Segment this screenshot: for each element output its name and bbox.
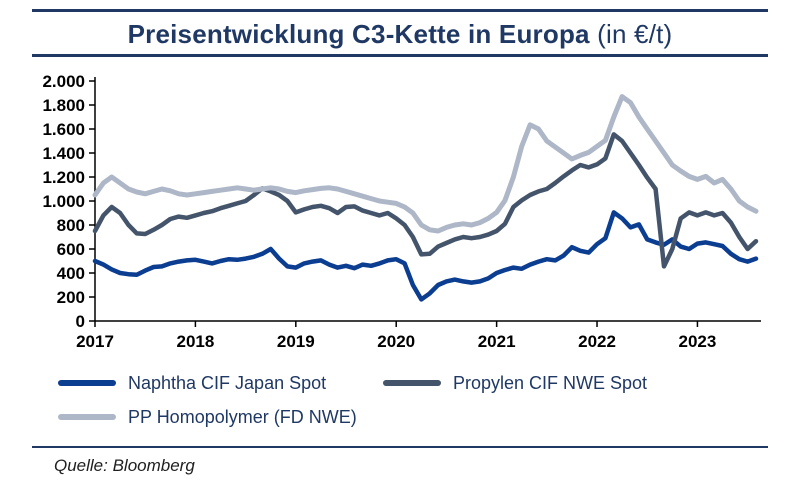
legend-row-2: PP Homopolymer (FD NWE): [58, 402, 800, 432]
svg-text:0: 0: [76, 312, 85, 331]
page-title-main: Preisentwicklung C3-Kette in Europa: [127, 19, 590, 49]
title-divider: [32, 54, 768, 57]
page-title-unit: (in €/t): [589, 19, 673, 49]
legend-label-naphtha: Naphtha CIF Japan Spot: [128, 372, 327, 393]
chart-svg: 0 200 400 600 800 1.000 1.200 1.400 1.600 1.800 2.…: [42, 72, 761, 351]
legend-row-1: Naphtha CIF Japan Spot Propylen CIF NWE …: [58, 368, 800, 398]
page-title: Preisentwicklung C3-Kette in Europa (in …: [0, 18, 800, 50]
y-axis: 0 200 400 600 800 1.000 1.200 1.400 1.600 1.800 2.…: [42, 72, 96, 331]
svg-text:1.800: 1.800: [42, 96, 85, 115]
svg-text:2.000: 2.000: [42, 72, 85, 91]
naphtha-line-swatch: [58, 380, 116, 386]
legend-item-naphtha: Naphtha CIF Japan Spot: [58, 373, 383, 394]
pp-line-swatch: [58, 414, 116, 420]
svg-text:1.400: 1.400: [42, 144, 85, 163]
svg-text:1.600: 1.600: [42, 120, 85, 139]
bottom-divider: [32, 446, 768, 448]
svg-text:400: 400: [57, 264, 85, 283]
chart-legend: Naphtha CIF Japan Spot Propylen CIF NWE …: [0, 368, 800, 432]
svg-text:600: 600: [57, 240, 85, 259]
legend-item-propylen: Propylen CIF NWE Spot: [383, 373, 647, 394]
svg-text:2020: 2020: [377, 332, 415, 351]
svg-text:800: 800: [57, 216, 85, 235]
chart-area: 0 200 400 600 800 1.000 1.200 1.400 1.600 1.800 2.…: [0, 59, 800, 360]
svg-text:2018: 2018: [176, 332, 214, 351]
svg-text:2022: 2022: [578, 332, 616, 351]
propylen-line-swatch: [383, 380, 441, 386]
svg-text:200: 200: [57, 288, 85, 307]
x-axis: 2017 2018 2019 2020 2021 2022 2023: [76, 320, 761, 351]
svg-text:1.200: 1.200: [42, 168, 85, 187]
svg-text:2021: 2021: [478, 332, 516, 351]
legend-label-propylen: Propylen CIF NWE Spot: [453, 372, 648, 393]
svg-text:2023: 2023: [679, 332, 717, 351]
series-lines: [92, 94, 759, 302]
svg-text:1.000: 1.000: [42, 192, 85, 211]
svg-text:2017: 2017: [76, 332, 114, 351]
source-note: Quelle: Bloomberg: [54, 456, 195, 475]
legend-label-pp: PP Homopolymer (FD NWE): [128, 406, 357, 427]
svg-text:2019: 2019: [277, 332, 315, 351]
top-divider: [32, 9, 768, 12]
legend-item-pp: PP Homopolymer (FD NWE): [58, 407, 383, 428]
